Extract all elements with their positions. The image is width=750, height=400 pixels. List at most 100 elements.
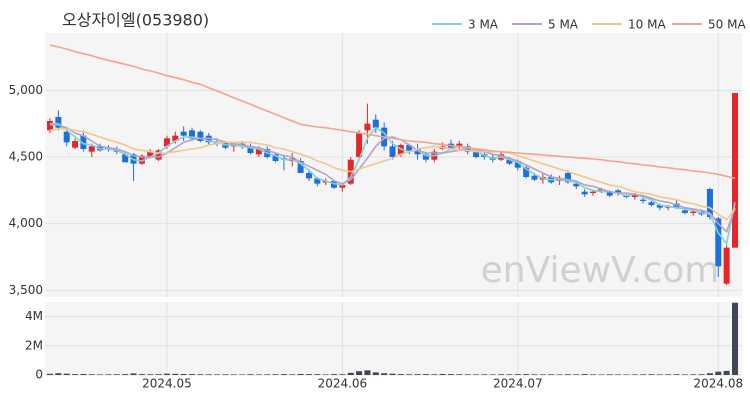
volume-bar xyxy=(732,302,738,375)
legend-label: 3 MA xyxy=(468,18,499,32)
candle-body xyxy=(573,183,580,187)
volume-bar xyxy=(247,374,254,375)
volume-bar xyxy=(681,374,688,375)
volume-bar xyxy=(589,374,596,375)
ma-line xyxy=(49,44,736,180)
x-tick-label: 2024.07 xyxy=(493,377,543,391)
volume-tick-label: 0 xyxy=(35,368,43,382)
volume-bar xyxy=(239,374,246,375)
volume-bar xyxy=(447,374,454,375)
volume-bar xyxy=(97,374,104,375)
candle-body xyxy=(506,159,513,164)
volume-bar xyxy=(706,373,713,375)
candle-body xyxy=(389,146,396,157)
volume-bar xyxy=(414,374,421,375)
candle-body xyxy=(88,146,95,152)
volume-bar xyxy=(439,373,446,375)
volume-bar xyxy=(656,374,663,375)
volume-bar xyxy=(539,374,546,375)
volume-bar xyxy=(456,374,463,375)
volume-bar xyxy=(155,374,162,375)
volume-bar xyxy=(690,374,697,375)
volume-bar xyxy=(598,374,605,375)
candle-body xyxy=(122,154,129,163)
volume-bar xyxy=(389,373,396,375)
candle-body xyxy=(72,141,79,148)
y-tick-label: 4,000 xyxy=(9,216,43,230)
candle-body xyxy=(172,135,179,141)
candle-body xyxy=(422,154,429,160)
candle-body xyxy=(531,175,538,180)
volume-bar xyxy=(531,374,538,375)
volume-bar xyxy=(648,374,655,375)
candle-body xyxy=(564,173,571,183)
volume-bar xyxy=(163,373,170,375)
candle-body xyxy=(464,146,471,152)
chart-title: 오상자이엘(053980) xyxy=(62,11,209,30)
volume-tick-label: 2M xyxy=(25,338,43,352)
candle-body xyxy=(690,211,697,213)
candle-body xyxy=(297,161,304,173)
volume-bar xyxy=(122,374,129,375)
volume-bar xyxy=(372,372,379,375)
volume-bar xyxy=(698,374,705,375)
candle-body xyxy=(589,191,596,193)
candle-body xyxy=(247,146,254,153)
volume-bar xyxy=(573,374,580,375)
volume-bar xyxy=(364,370,371,375)
volume-bar xyxy=(631,374,638,375)
volume-bar xyxy=(214,374,221,375)
volume-bar xyxy=(723,370,730,375)
ma-line xyxy=(50,124,736,234)
volume-bar xyxy=(72,374,79,375)
volume-bar xyxy=(406,374,413,375)
candle-body xyxy=(581,191,588,195)
volume-bar xyxy=(581,374,588,375)
candle-body xyxy=(640,199,647,201)
candle-body xyxy=(197,131,204,141)
volume-bar xyxy=(322,374,329,375)
legend-label: 50 MA xyxy=(708,18,746,32)
volume-panel xyxy=(45,302,742,375)
volume-bar xyxy=(431,374,438,375)
candle-body xyxy=(364,123,371,131)
candle-body xyxy=(456,143,463,147)
candle-body xyxy=(163,138,170,147)
volume-bar xyxy=(55,373,62,375)
legend-label: 10 MA xyxy=(628,18,666,32)
volume-bar xyxy=(63,373,70,375)
ma-line xyxy=(49,128,736,221)
candle-body xyxy=(681,210,688,213)
volume-bar xyxy=(230,374,237,375)
x-tick-label: 2024.08 xyxy=(693,377,743,391)
volume-bar xyxy=(514,374,521,375)
volume-bar xyxy=(556,374,563,375)
candle-body xyxy=(732,93,738,248)
candle-body xyxy=(356,133,363,157)
volume-bar xyxy=(255,374,262,375)
candle-body xyxy=(55,117,62,128)
x-tick-label: 2024.05 xyxy=(142,377,192,391)
volume-bar xyxy=(523,374,530,375)
candle-body xyxy=(473,151,480,157)
candle-body xyxy=(272,154,279,161)
candle-body xyxy=(606,191,613,196)
y-tick-label: 4,500 xyxy=(9,150,43,164)
volume-bar xyxy=(473,374,480,375)
volume-bar xyxy=(506,374,513,375)
volume-bar xyxy=(205,374,212,375)
candle-body xyxy=(514,161,521,168)
candle-body xyxy=(723,247,730,284)
volume-bar xyxy=(305,374,312,375)
candle-body xyxy=(255,149,262,155)
candle-body xyxy=(414,149,421,155)
volume-bar xyxy=(464,374,471,375)
candle-body xyxy=(138,155,145,164)
candle-body xyxy=(372,119,379,128)
volume-bar xyxy=(673,374,680,375)
volume-bar xyxy=(130,373,137,375)
candle-body xyxy=(339,185,346,188)
candle-body xyxy=(615,190,622,193)
candle-body xyxy=(706,189,713,217)
